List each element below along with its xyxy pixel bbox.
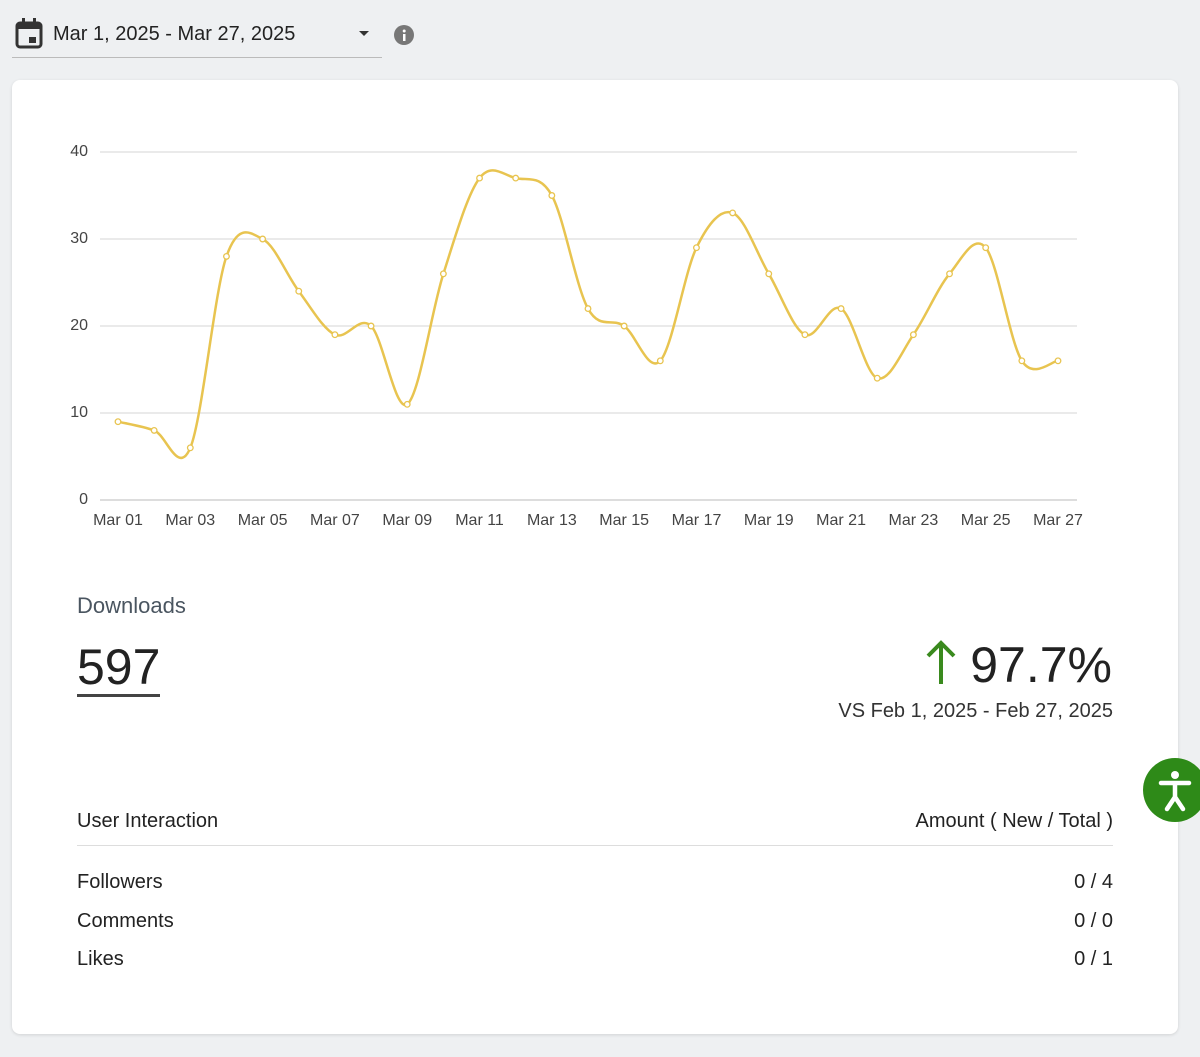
point	[909, 331, 917, 339]
metric-label: Downloads	[77, 593, 186, 618]
chart: 0 10 20 30 40 Mar 01 Mar 03 Mar 05 Mar 07 Mar 09 M…	[70, 143, 1083, 529]
point	[873, 374, 881, 382]
table-header: User Interaction	[77, 810, 219, 832]
row-value: 0 / 1	[1074, 948, 1113, 970]
x-tick-label: Mar 13	[527, 512, 577, 529]
metric-total[interactable]: 597	[77, 639, 161, 697]
point	[512, 174, 520, 182]
row-label: Followers	[77, 871, 163, 893]
calendar-icon	[15, 18, 43, 49]
comparison-range: VS Feb 1, 2025 - Feb 27, 2025	[838, 700, 1113, 722]
row-value: 0 / 4	[1074, 871, 1113, 893]
point	[1054, 357, 1062, 365]
point	[223, 252, 230, 260]
y-tick-label: 20	[70, 317, 88, 334]
point	[114, 418, 122, 426]
info-icon[interactable]	[394, 25, 416, 47]
point	[729, 209, 737, 217]
point	[584, 305, 592, 313]
x-tick-label: Mar 15	[599, 512, 649, 529]
point	[656, 357, 664, 365]
x-tick-label: Mar 11	[455, 512, 504, 529]
date-picker[interactable]: Mar 1, 2025 - Mar 27, 2025	[12, 14, 382, 58]
row-label: Likes	[77, 948, 124, 970]
point	[367, 322, 375, 330]
x-tick-label: Mar 07	[310, 512, 360, 529]
point	[801, 331, 809, 339]
point	[693, 244, 700, 252]
metric-change: 97.7%	[970, 637, 1112, 693]
x-tick-label: Mar 21	[816, 512, 866, 529]
y-tick-label: 0	[79, 491, 88, 508]
x-tick-label: Mar 17	[672, 512, 722, 529]
divider	[77, 845, 1113, 846]
y-tick-label: 40	[70, 143, 88, 160]
x-tick-label: Mar 01	[93, 512, 143, 529]
x-tick-label: Mar 19	[744, 512, 794, 529]
dropdown-arrow	[359, 31, 369, 36]
row-label: Comments	[77, 909, 174, 932]
date-range: Mar 1, 2025 - Mar 27, 2025	[53, 23, 296, 45]
point	[439, 270, 447, 278]
line	[117, 169, 1059, 459]
point	[765, 270, 773, 278]
x-tick-label: Mar 25	[961, 512, 1011, 529]
point	[548, 192, 556, 199]
point	[620, 322, 628, 330]
point	[150, 426, 158, 434]
x-tick-label: Mar 09	[382, 512, 432, 529]
x-tick-label: Mar 27	[1033, 512, 1083, 529]
x-tick-label: Mar 23	[888, 512, 938, 529]
x-tick-label: Mar 03	[165, 512, 215, 529]
point	[476, 174, 483, 182]
up-arrow	[926, 640, 956, 684]
accessibility-button[interactable]	[1142, 757, 1200, 823]
point	[1018, 357, 1026, 365]
x-tick-label: Mar 05	[238, 512, 288, 529]
point	[186, 444, 194, 452]
row-value: 0 / 0	[1074, 909, 1113, 932]
point	[259, 235, 267, 243]
point	[331, 331, 339, 339]
y-tick-label: 10	[70, 404, 88, 421]
point	[946, 270, 953, 278]
point	[403, 400, 411, 408]
point	[837, 305, 845, 313]
point	[295, 287, 303, 295]
table-header: Amount ( New / Total )	[915, 810, 1113, 832]
y-tick-label: 30	[70, 230, 88, 247]
point	[982, 244, 990, 252]
